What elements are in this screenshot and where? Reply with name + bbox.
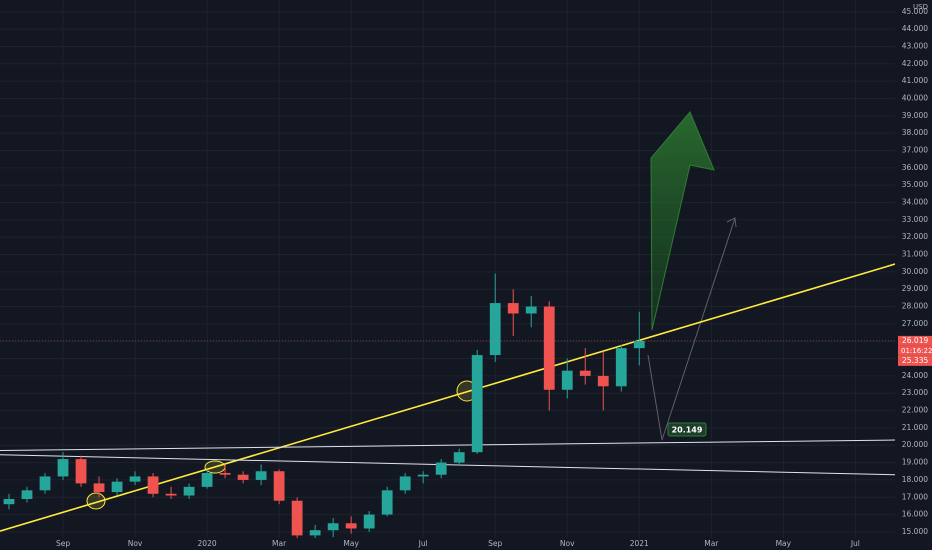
projection-arrow: [650, 111, 715, 331]
x-tick-label: 2021: [630, 539, 649, 548]
x-tick-label: Jul: [850, 539, 860, 548]
y-tick-label: 37.000: [902, 145, 928, 154]
arrow-head: [726, 217, 737, 228]
candle-body: [57, 459, 69, 477]
candle-body: [615, 348, 627, 387]
y-tick-label: 20.000: [902, 440, 928, 449]
candle-body: [399, 476, 411, 491]
x-tick-label: Mar: [704, 539, 719, 548]
annotation-label: 20.149: [672, 426, 703, 435]
candle-body: [543, 306, 555, 390]
candle-body: [3, 498, 15, 505]
touch-circle: [86, 492, 106, 510]
candle-body: [597, 375, 609, 387]
y-tick-label: 36.000: [902, 163, 928, 172]
y-tick-label: 30.000: [902, 267, 928, 276]
y-tick-label: 17.000: [902, 492, 928, 501]
x-tick-label: Jul: [418, 539, 428, 548]
y-tick-label: 44.000: [902, 24, 928, 33]
plot-area: [0, 111, 895, 538]
y-tick-label: 39.000: [902, 111, 928, 120]
y-tick-label: 16.000: [902, 510, 928, 519]
projection-path: [647, 217, 736, 441]
y-tick-label: 18.000: [902, 475, 928, 484]
low-tag: [898, 355, 932, 366]
candle-body: [219, 472, 231, 475]
x-tick-label: Nov: [560, 539, 575, 548]
candle-body: [363, 514, 375, 529]
candle-body: [21, 490, 33, 499]
candle-body: [93, 483, 105, 493]
price-tag: [898, 335, 932, 346]
y-tick-label: 31.000: [902, 250, 928, 259]
y-tick-label: 38.000: [902, 128, 928, 137]
y-tick-label: 29.000: [902, 284, 928, 293]
grid: [0, 0, 895, 538]
y-tick-label: 45.000: [902, 7, 928, 16]
candle-body: [255, 471, 267, 480]
y-tick-label: 34.000: [902, 198, 928, 207]
candle-body: [561, 370, 573, 390]
candle-body: [435, 462, 447, 475]
candle-body: [237, 474, 249, 480]
candle-body: [75, 459, 87, 484]
candle-body: [147, 476, 159, 494]
candle-body: [327, 523, 339, 531]
x-tick-label: Nov: [128, 539, 143, 548]
price-tag-label: 26.019: [902, 336, 928, 345]
candle-body: [417, 474, 429, 477]
candle-body: [489, 303, 501, 356]
candle-body: [183, 486, 195, 496]
countdown-label: 01:16:22: [901, 347, 932, 355]
currency-label: USD: [913, 3, 928, 11]
candle-body: [345, 523, 357, 529]
candle-body: [291, 500, 303, 536]
y-tick-label: 43.000: [902, 41, 928, 50]
y-tick-label: 35.000: [902, 180, 928, 189]
y-tick-label: 22.000: [902, 406, 928, 415]
x-tick-label: Mar: [272, 539, 287, 548]
low-tag-label: 25.335: [902, 356, 928, 365]
trendline: [0, 454, 895, 476]
y-tick-label: 32.000: [902, 232, 928, 241]
y-tick-label: 23.000: [902, 388, 928, 397]
candle-body: [525, 306, 537, 314]
x-tick-label: May: [776, 539, 792, 548]
x-tick-label: 2020: [198, 539, 217, 548]
y-tick-label: 27.000: [902, 319, 928, 328]
x-tick-label: May: [343, 539, 359, 548]
y-tick-label: 28.000: [902, 302, 928, 311]
candle-body: [507, 303, 519, 314]
candle-body: [111, 481, 123, 493]
y-tick-label: 40.000: [902, 93, 928, 102]
candle-body: [471, 355, 483, 453]
x-tick-label: Sep: [488, 539, 502, 548]
y-tick-label: 21.000: [902, 423, 928, 432]
candle-body: [129, 476, 141, 482]
x-tick-label: Sep: [56, 539, 70, 548]
candle-body: [381, 490, 393, 515]
candle-body: [39, 476, 51, 491]
annotation-box: [667, 422, 707, 437]
candle-body: [309, 530, 321, 536]
y-tick-label: 33.000: [902, 215, 928, 224]
candle-body: [453, 452, 465, 463]
trendline: [0, 439, 895, 451]
candle-body: [579, 370, 591, 376]
y-tick-label: 15.000: [902, 527, 928, 536]
y-tick-label: 19.000: [902, 458, 928, 467]
candle-body: [165, 493, 177, 496]
candle-body: [201, 472, 213, 487]
countdown-tag: [898, 345, 932, 356]
y-tick-label: 41.000: [902, 76, 928, 85]
y-tick-label: 24.000: [902, 371, 928, 380]
y-tick-label: 42.000: [902, 59, 928, 68]
candle-body: [633, 340, 645, 349]
candle-body: [273, 471, 285, 501]
